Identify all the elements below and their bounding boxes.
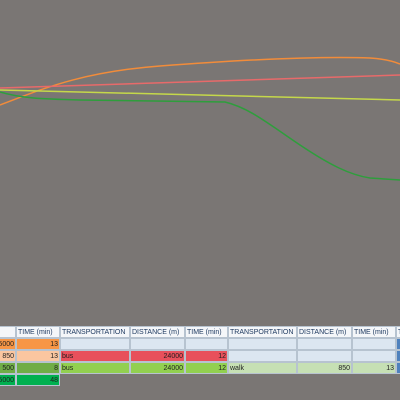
table-cell[interactable]: 5000 [0, 338, 16, 350]
table-cell[interactable] [228, 350, 297, 362]
table-cell[interactable]: 48 [16, 374, 60, 386]
table-cell[interactable]: 5000 [0, 374, 16, 386]
table-cell[interactable] [352, 338, 396, 350]
table-cell[interactable] [130, 338, 185, 350]
table-cell[interactable]: 12 [185, 350, 228, 362]
table-cell[interactable] [297, 338, 352, 350]
table-cell[interactable] [228, 338, 297, 350]
table-cell[interactable]: 13 [16, 350, 60, 362]
table-cell[interactable]: 24000 [130, 350, 185, 362]
table-cell[interactable] [185, 338, 228, 350]
header-cell[interactable]: TIME (min) [352, 326, 396, 338]
orange-line [0, 56, 400, 106]
table-cell[interactable] [60, 338, 130, 350]
table-cell[interactable]: 500 [0, 362, 16, 374]
table-cell[interactable] [352, 350, 396, 362]
table-cell[interactable] [297, 350, 352, 362]
table-cell[interactable]: 12 [185, 362, 228, 374]
table-cell[interactable]: 24000 [130, 362, 185, 374]
header-cell[interactable]: TIME (min) [16, 326, 60, 338]
header-cell[interactable]: TRANSPORTATION [228, 326, 297, 338]
table-cell[interactable]: bus [60, 362, 130, 374]
table-cell[interactable]: bus [60, 350, 130, 362]
table-cell[interactable]: walk [228, 362, 297, 374]
table-cell[interactable]: 8 [16, 362, 60, 374]
header-cell[interactable]: DISTANCE (m) [130, 326, 185, 338]
table-cell[interactable] [396, 350, 400, 362]
table-cell[interactable]: 850 [297, 362, 352, 374]
table-cell[interactable]: 13 [352, 362, 396, 374]
yellow-line [0, 89, 400, 101]
red-line [0, 74, 400, 89]
table-cell[interactable] [396, 338, 400, 350]
header-cell[interactable]: T [396, 326, 400, 338]
table-cell[interactable]: 850 [0, 350, 16, 362]
header-cell[interactable]: DISTANCE (m) [297, 326, 352, 338]
header-cell[interactable]: TRANSPORTATION [60, 326, 130, 338]
line-overlay [0, 56, 400, 181]
table-cell[interactable]: 13 [16, 338, 60, 350]
green-line [0, 91, 400, 181]
header-cell[interactable]: (m) [0, 326, 16, 338]
header-cell[interactable]: TIME (min) [185, 326, 228, 338]
table-cell[interactable] [396, 362, 400, 374]
